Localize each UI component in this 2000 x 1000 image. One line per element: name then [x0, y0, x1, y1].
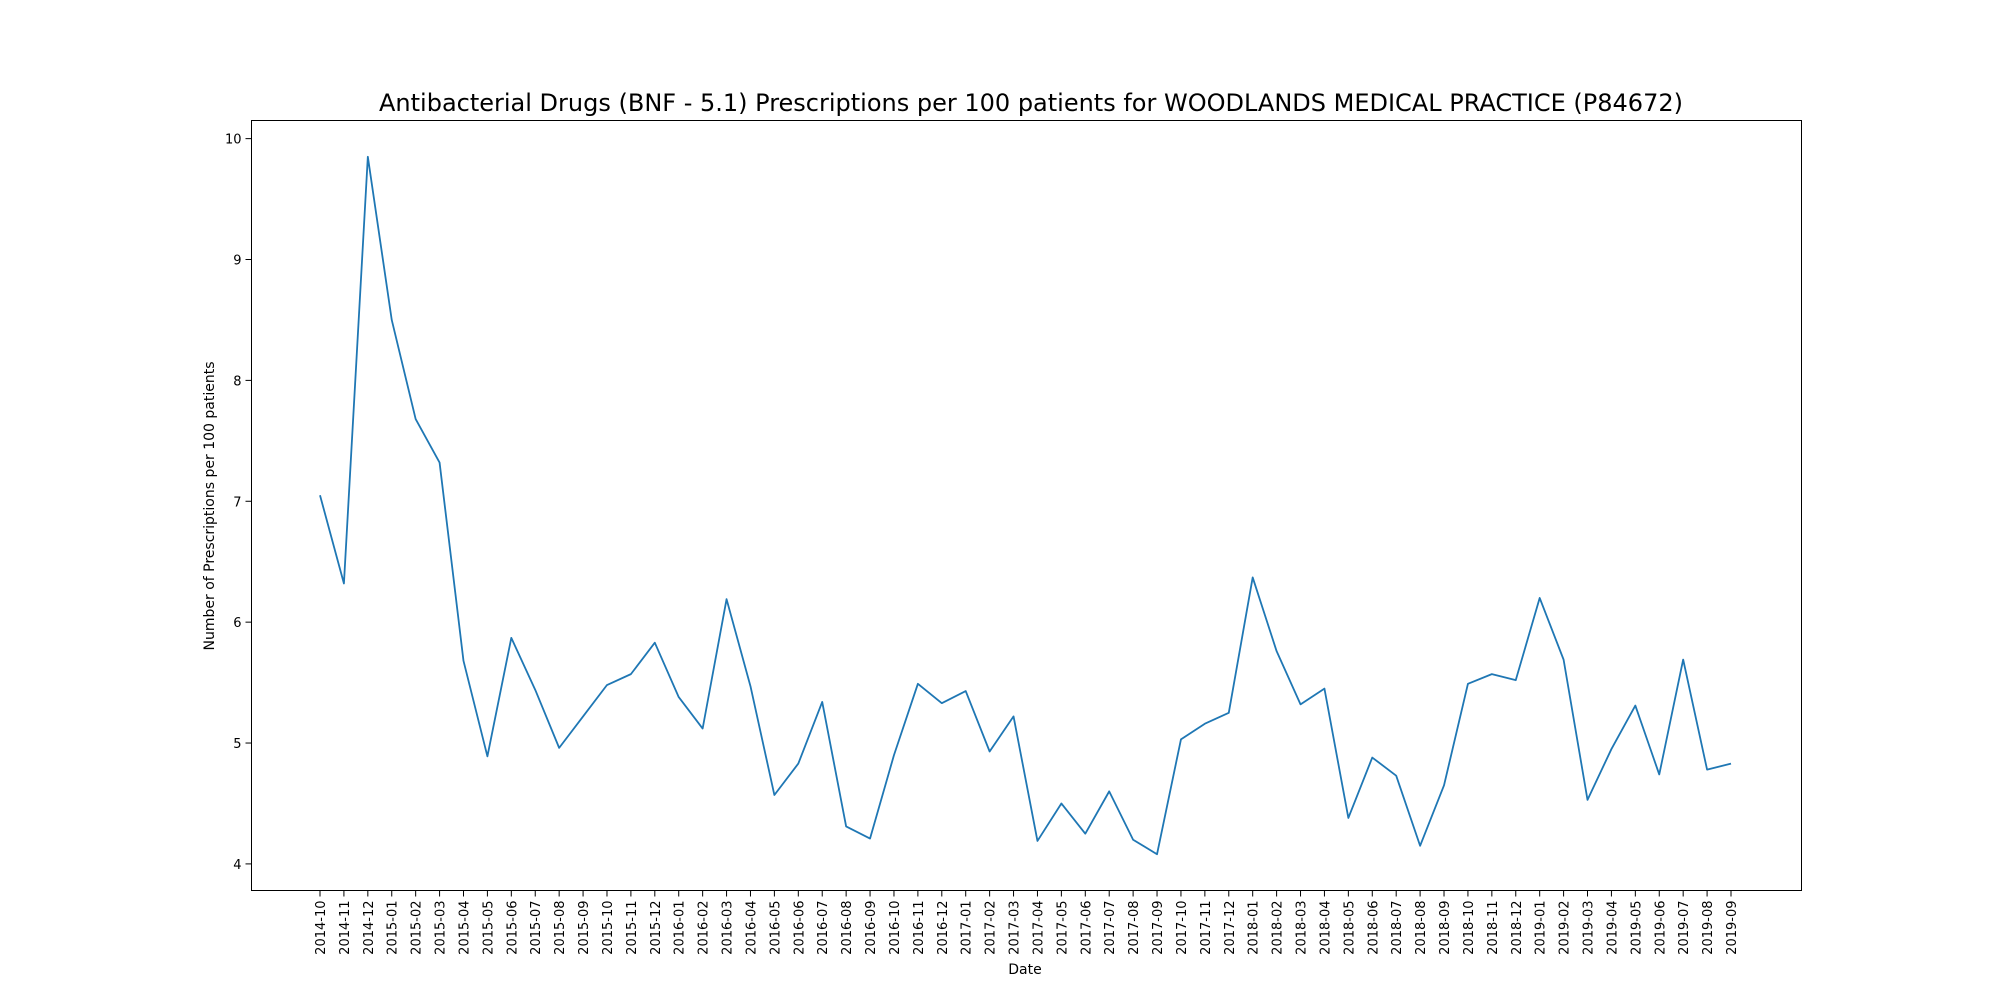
x-tick-label: 2015-09 [577, 901, 592, 955]
x-tick-label: 2016-06 [792, 901, 807, 955]
x-tick-label: 2015-10 [601, 901, 616, 955]
x-tick-label: 2017-06 [1079, 901, 1094, 955]
y-tick-label: 6 [233, 616, 241, 631]
x-tick-label: 2016-01 [673, 901, 688, 955]
x-tick-label: 2017-11 [1199, 901, 1214, 955]
x-tick-label: 2014-12 [362, 901, 377, 955]
x-tick-label: 2019-05 [1629, 901, 1644, 955]
chart-title: Antibacterial Drugs (BNF - 5.1) Prescrip… [379, 89, 1683, 117]
plot-area-frame [251, 120, 1802, 891]
x-tick-label: 2019-01 [1534, 901, 1549, 955]
x-tick-label: 2017-05 [1055, 901, 1070, 955]
x-tick-label: 2016-07 [816, 901, 831, 955]
x-tick-label: 2015-11 [625, 901, 640, 955]
x-tick-label: 2018-02 [1271, 901, 1286, 955]
x-tick-label: 2017-02 [984, 901, 999, 955]
y-tick-label: 8 [233, 374, 241, 389]
x-tick-label: 2019-07 [1677, 901, 1692, 955]
x-tick-label: 2015-06 [505, 901, 520, 955]
x-axis: 2014-10 2014-11 2014-12 2015-01 2015-02 2015-… [314, 890, 1740, 955]
x-tick-label: 2016-09 [864, 901, 879, 955]
x-tick-label: 2019-09 [1725, 901, 1740, 955]
y-axis: 4 5 6 7 8 9 10 [225, 133, 252, 873]
x-tick-label: 2015-05 [481, 901, 496, 955]
x-tick-label: 2016-11 [912, 901, 927, 955]
x-tick-label: 2018-04 [1318, 901, 1333, 955]
x-tick-label: 2017-01 [960, 901, 975, 955]
x-tick-label: 2018-08 [1414, 901, 1429, 955]
y-tick-label: 7 [233, 495, 241, 510]
x-tick-label: 2019-04 [1605, 901, 1620, 955]
x-tick-label: 2018-11 [1486, 901, 1501, 955]
x-tick-label: 2015-04 [457, 901, 472, 955]
x-tick-label: 2017-08 [1127, 901, 1142, 955]
x-tick-label: 2018-09 [1438, 901, 1453, 955]
x-tick-label: 2016-10 [888, 901, 903, 955]
x-tick-label: 2016-02 [697, 901, 712, 955]
x-tick-label: 2014-10 [314, 901, 329, 955]
y-tick-label: 5 [233, 737, 241, 752]
x-tick-label: 2014-11 [338, 901, 353, 955]
x-tick-label: 2018-07 [1390, 901, 1405, 955]
x-tick-label: 2018-05 [1342, 901, 1357, 955]
x-tick-label: 2015-02 [410, 901, 425, 955]
x-tick-label: 2015-01 [386, 901, 401, 955]
x-tick-label: 2018-12 [1510, 901, 1525, 955]
x-tick-label: 2019-08 [1701, 901, 1716, 955]
x-tick-label: 2017-04 [1031, 901, 1046, 955]
series-line [319, 155, 1732, 856]
x-tick-label: 2017-07 [1103, 901, 1118, 955]
x-tick-label: 2016-08 [840, 901, 855, 955]
x-tick-label: 2018-06 [1366, 901, 1381, 955]
y-tick-label: 9 [233, 254, 241, 269]
x-tick-label: 2017-09 [1151, 901, 1166, 955]
x-tick-label: 2015-08 [553, 901, 568, 955]
x-tick-label: 2019-03 [1582, 901, 1597, 955]
y-axis-title: Number of Prescriptions per 100 patients [202, 362, 218, 651]
x-tick-label: 2017-10 [1175, 901, 1190, 955]
y-tick-label: 4 [233, 858, 241, 873]
x-tick-label: 2018-03 [1295, 901, 1310, 955]
x-tick-label: 2016-03 [721, 901, 736, 955]
y-tick-label: 10 [225, 133, 242, 148]
x-tick-label: 2016-05 [768, 901, 783, 955]
x-tick-label: 2015-12 [649, 901, 664, 955]
x-tick-label: 2016-12 [936, 901, 951, 955]
x-tick-label: 2015-07 [529, 901, 544, 955]
x-tick-label: 2015-03 [434, 901, 449, 955]
x-tick-label: 2019-02 [1558, 901, 1573, 955]
x-tick-label: 2017-03 [1008, 901, 1023, 955]
x-tick-label: 2017-12 [1223, 901, 1238, 955]
x-tick-label: 2019-06 [1653, 901, 1668, 955]
x-tick-label: 2016-04 [744, 901, 759, 955]
x-axis-title: Date [1008, 962, 1041, 978]
x-tick-label: 2018-01 [1247, 901, 1262, 955]
x-tick-label: 2018-10 [1462, 901, 1477, 955]
